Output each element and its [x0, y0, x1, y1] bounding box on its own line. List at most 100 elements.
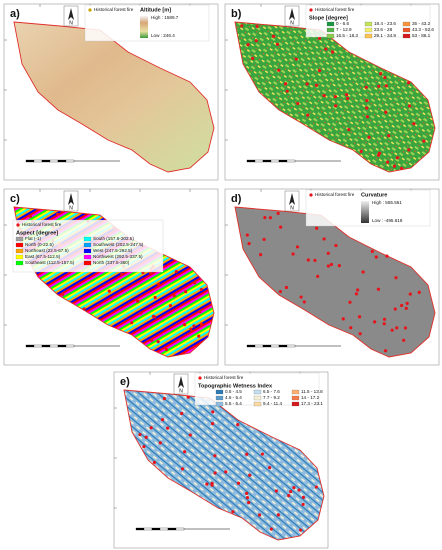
fire-point [361, 270, 365, 274]
scale-bar [167, 527, 177, 531]
fire-point [291, 252, 295, 256]
fire-point [144, 435, 148, 439]
study-area [13, 21, 215, 173]
fire-point [279, 225, 283, 229]
fire-point [158, 441, 162, 445]
fire-point [364, 85, 368, 89]
fire-point [168, 304, 173, 308]
legend-fire: Historical forest fire [315, 7, 355, 12]
fire-point [210, 481, 214, 485]
fire-point [322, 94, 326, 98]
scale-bar [286, 159, 296, 163]
study-area [123, 389, 325, 541]
fire-point [248, 473, 252, 477]
legend-swatch [83, 236, 92, 242]
legend-ramp [361, 201, 369, 223]
panel-label: a) [10, 8, 20, 20]
legend-class-label: 0.5 - 4.5 [225, 389, 242, 394]
fire-point [199, 287, 204, 292]
legend-swatch [326, 33, 335, 39]
fire-point [417, 290, 421, 295]
legend-class-label: 14 - 17.2 [301, 395, 320, 400]
fire-point [373, 320, 377, 324]
scale-bar [270, 159, 280, 163]
fire-point [277, 68, 281, 72]
fire-point [400, 303, 404, 308]
map-panel: d) N Historical forest fire Curvature High :… [224, 188, 440, 366]
legend-swatch [83, 242, 92, 248]
fire-point [326, 264, 330, 268]
scale-bar [57, 159, 67, 163]
fire-point [172, 294, 176, 298]
fire-point [186, 395, 190, 399]
legend-fire: Historical forest fire [22, 222, 62, 227]
legend-swatch [253, 389, 262, 395]
map-panel: b) N Historical forest fire Slope [degree]0… [224, 3, 440, 181]
map-panel: a) N Historical forest fire Altitude [m] Hig… [3, 3, 219, 181]
fire-point [374, 255, 378, 259]
fire-point [385, 160, 390, 164]
legend-class-label: Flat (-1) [25, 236, 42, 241]
legend-swatch [83, 248, 92, 254]
scale-bar [175, 527, 185, 531]
legend-title: Aspect [degree] [16, 230, 58, 236]
legend-class-label: 53 - 86.1 [412, 33, 431, 38]
fire-point [269, 527, 274, 531]
legend-fire: Historical forest fire [204, 375, 244, 380]
fire-point [333, 104, 338, 108]
fire-point [260, 452, 265, 456]
fire-point [356, 288, 360, 292]
legend-ramp [140, 16, 148, 38]
fire-point [245, 491, 249, 495]
legend-class-label: 23.6 - 28 [374, 27, 393, 32]
fire-point [245, 452, 249, 456]
scale-bar [246, 344, 256, 348]
fire-point [348, 300, 352, 304]
fire-point [211, 410, 215, 414]
fire-point [199, 322, 204, 326]
legend-class-label: East (67.5-112.5) [25, 254, 61, 259]
fire-point [156, 340, 160, 344]
fire-point [354, 292, 359, 296]
fire-point [299, 295, 303, 299]
fire-point [314, 485, 318, 489]
fire-point [294, 57, 298, 61]
panel-label: e) [120, 376, 130, 388]
fire-point [278, 289, 283, 294]
legend-title: Altitude [m] [140, 7, 171, 13]
scale-bar [65, 159, 75, 163]
fire-point [395, 326, 399, 330]
fire-point [183, 450, 187, 454]
fire-point [313, 258, 317, 262]
legend-class-label: 9.4 - 11.4 [263, 401, 283, 406]
fire-point [255, 24, 259, 28]
fire-point [276, 211, 280, 215]
legend-class-label: Southeast (112.5-157.5) [25, 260, 75, 265]
legend-swatch [253, 401, 262, 407]
legend-class-label: 43.3 - 52.6 [412, 27, 434, 32]
fire-point [193, 281, 197, 285]
fire-point [383, 75, 387, 80]
legend-swatch [326, 27, 335, 33]
fire-point [302, 300, 306, 304]
fire-point [295, 245, 300, 249]
fire-point [210, 422, 215, 426]
fire-point [162, 397, 167, 401]
fire-point [271, 34, 276, 38]
fire-point [150, 338, 154, 342]
fire-point [240, 24, 244, 28]
scale-bar [270, 344, 280, 348]
scale-bar [254, 344, 264, 348]
fire-point [346, 96, 350, 101]
scale-bar [49, 159, 59, 163]
fire-point [164, 347, 169, 352]
fire-point [383, 349, 388, 353]
fire-point [153, 295, 157, 300]
fire-point [289, 489, 293, 494]
map-panel: c) N Historical forest fire Aspect [degree]… [3, 188, 219, 366]
fire-point [376, 287, 381, 291]
legend-ramp-label: Low : -495.618 [372, 218, 403, 223]
scale-bar [159, 527, 169, 531]
legend-fire: Historical forest fire [315, 192, 355, 197]
legend-swatch [15, 242, 24, 248]
